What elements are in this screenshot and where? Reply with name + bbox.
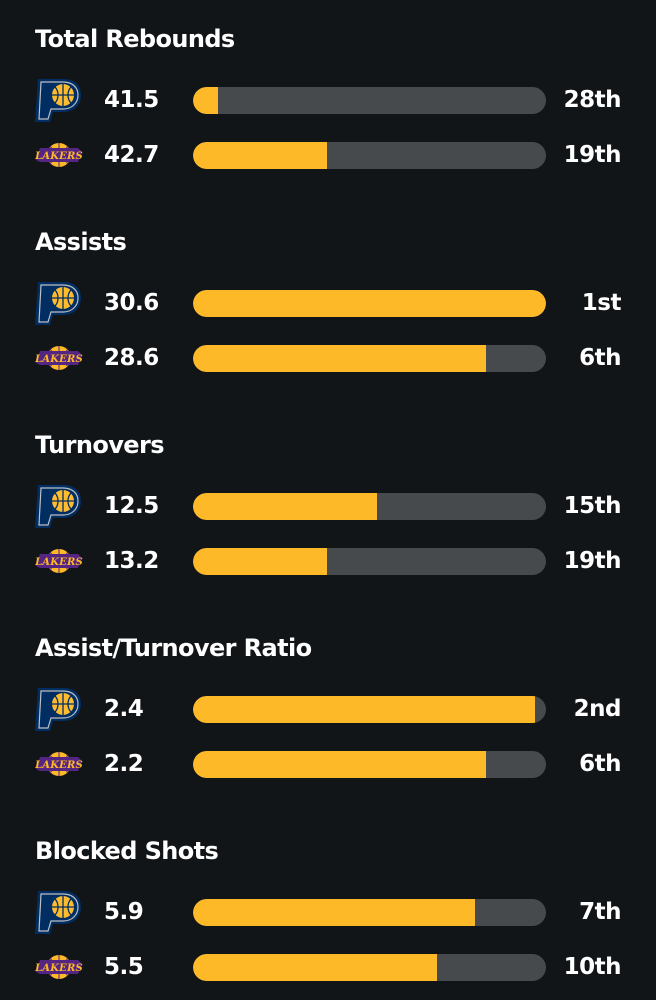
team-stat-row: 5.9 7th — [0, 887, 656, 937]
league-rank: 1st — [581, 290, 622, 316]
lakers-logo-icon — [34, 739, 84, 789]
stat-section: Assist/Turnover Ratio 2.4 2nd 2.2 6th — [0, 609, 656, 789]
league-rank: 15th — [563, 493, 622, 519]
lakers-logo-icon — [34, 536, 84, 586]
section-title: Assist/Turnover Ratio — [35, 634, 312, 662]
team-stat-row: 42.7 19th — [0, 130, 656, 180]
rank-bar-fill — [193, 548, 328, 575]
stat-value: 5.5 — [104, 954, 144, 980]
rank-bar-track — [193, 290, 546, 317]
stat-section: Total Rebounds 41.5 28th 42.7 19th — [0, 0, 656, 180]
rank-bar-track — [193, 345, 546, 372]
section-title: Turnovers — [35, 431, 164, 459]
league-rank: 6th — [579, 751, 621, 777]
rank-bar-fill — [193, 87, 218, 114]
league-rank: 19th — [563, 548, 622, 574]
stat-value: 12.5 — [104, 493, 159, 519]
section-title: Total Rebounds — [35, 25, 235, 53]
stat-value: 2.4 — [104, 696, 144, 722]
rank-bar-track — [193, 142, 546, 169]
rank-bar-fill — [193, 345, 486, 372]
rank-bar-track — [193, 548, 546, 575]
pacers-logo-icon — [34, 278, 84, 328]
team-stat-row: 13.2 19th — [0, 536, 656, 586]
league-rank: 6th — [579, 345, 621, 371]
team-stat-row: 2.4 2nd — [0, 684, 656, 734]
rank-bar-fill — [193, 290, 546, 317]
stat-value: 2.2 — [104, 751, 144, 777]
section-title: Assists — [35, 228, 127, 256]
stat-value: 42.7 — [104, 142, 159, 168]
stat-value: 13.2 — [104, 548, 159, 574]
league-rank: 28th — [563, 87, 622, 113]
team-stat-row: 5.5 10th — [0, 942, 656, 992]
pacers-logo-icon — [34, 684, 84, 734]
team-stat-row: 12.5 15th — [0, 481, 656, 531]
stat-value: 41.5 — [104, 87, 159, 113]
pacers-logo-icon — [34, 481, 84, 531]
lakers-logo-icon — [34, 333, 84, 383]
rank-bar-fill — [193, 751, 486, 778]
rank-bar-track — [193, 696, 546, 723]
rank-bar-fill — [193, 899, 476, 926]
rank-bar-fill — [193, 493, 377, 520]
rank-bar-fill — [193, 696, 536, 723]
rank-bar-track — [193, 899, 546, 926]
rank-bar-track — [193, 87, 546, 114]
team-stat-row: 30.6 1st — [0, 278, 656, 328]
league-rank: 7th — [579, 899, 621, 925]
lakers-logo-icon — [34, 942, 84, 992]
stat-value: 28.6 — [104, 345, 159, 371]
pacers-logo-icon — [34, 75, 84, 125]
league-rank: 10th — [563, 954, 622, 980]
stat-value: 30.6 — [104, 290, 159, 316]
team-stat-row: 28.6 6th — [0, 333, 656, 383]
league-rank: 2nd — [573, 696, 622, 722]
team-stat-row: 41.5 28th — [0, 75, 656, 125]
rank-bar-track — [193, 493, 546, 520]
pacers-logo-icon — [34, 887, 84, 937]
lakers-logo-icon — [34, 130, 84, 180]
stat-section: Assists 30.6 1st 28.6 6th — [0, 203, 656, 383]
league-rank: 19th — [563, 142, 622, 168]
stat-section: Blocked Shots 5.9 7th 5.5 10th — [0, 812, 656, 992]
stat-value: 5.9 — [104, 899, 144, 925]
rank-bar-fill — [193, 954, 437, 981]
stat-section: Turnovers 12.5 15th 13.2 19th — [0, 406, 656, 586]
team-stat-row: 2.2 6th — [0, 739, 656, 789]
rank-bar-track — [193, 954, 546, 981]
section-title: Blocked Shots — [35, 837, 219, 865]
rank-bar-track — [193, 751, 546, 778]
rank-bar-fill — [193, 142, 328, 169]
